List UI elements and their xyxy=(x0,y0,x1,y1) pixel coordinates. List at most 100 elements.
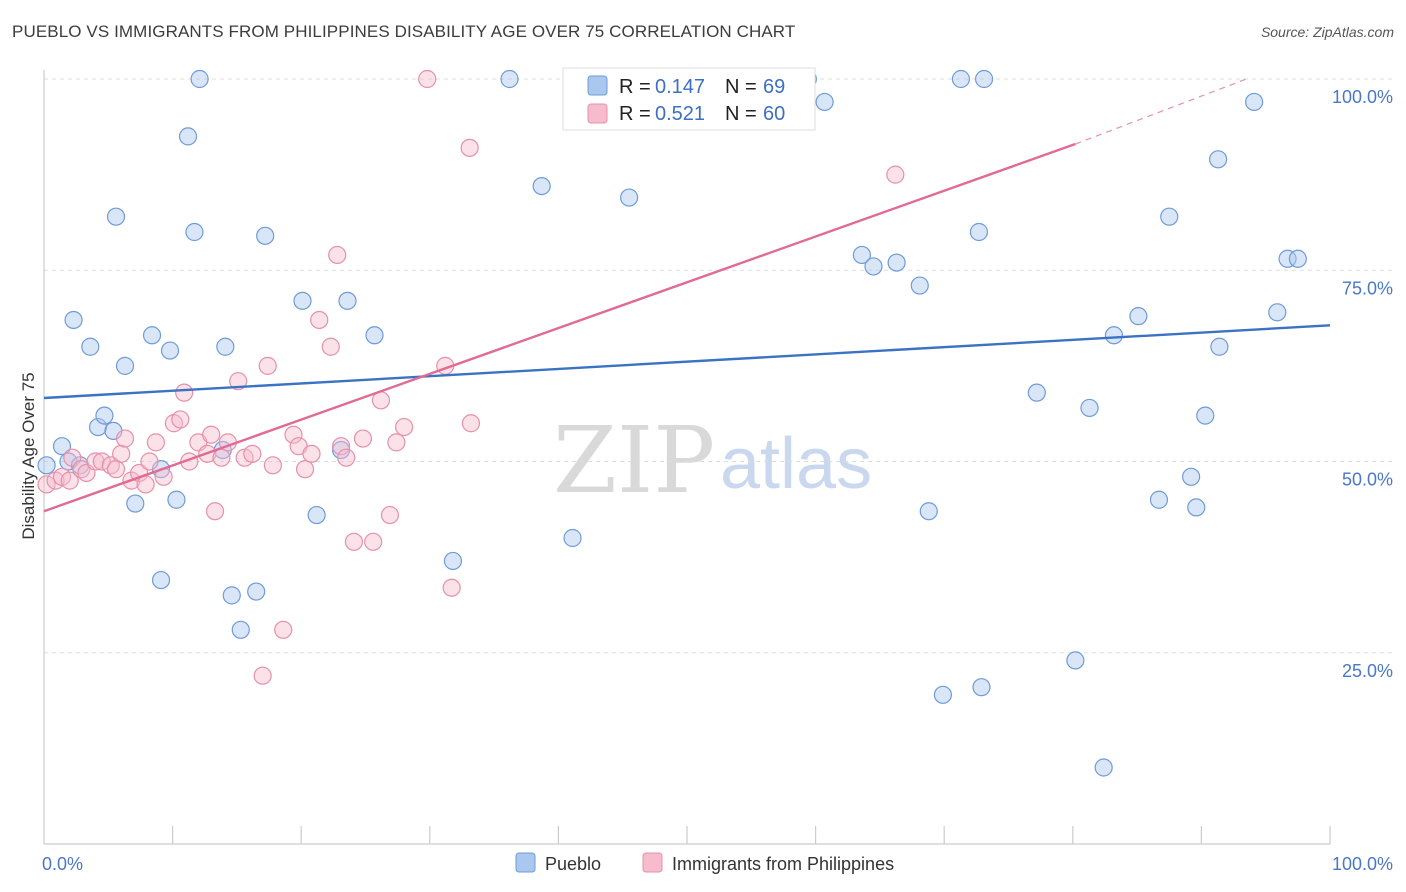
philippines-point xyxy=(274,620,293,639)
pueblo-point xyxy=(969,222,989,242)
philippines-point xyxy=(460,138,479,157)
pueblo-points xyxy=(37,69,1307,777)
pueblo-point xyxy=(142,326,162,345)
philippines-point xyxy=(202,425,221,444)
philippines-point xyxy=(243,444,262,463)
pueblo-point xyxy=(974,69,994,89)
philippines-point xyxy=(37,475,56,494)
pueblo-point xyxy=(307,505,326,525)
philippines-point xyxy=(331,437,351,456)
philippines-point xyxy=(886,165,905,184)
pueblo-point xyxy=(443,551,463,571)
pueblo-point xyxy=(1182,467,1201,486)
watermark-atlas: atlas xyxy=(720,424,872,504)
source-label: Source: ZipAtlas.com xyxy=(1260,24,1394,40)
pueblo-point xyxy=(1027,383,1046,402)
pueblo-point xyxy=(852,245,871,265)
legend-r-value-pueblo: 0.147 xyxy=(655,76,705,98)
philippines-point xyxy=(310,310,329,330)
philippines-point xyxy=(295,460,315,479)
pueblo-point xyxy=(222,586,241,605)
x-tick-label-max: 100.0% xyxy=(1332,854,1393,874)
pueblo-point xyxy=(1149,490,1169,509)
legend-r-label-philippines: R = xyxy=(619,103,651,125)
philippines-point xyxy=(136,475,155,494)
pueblo-point xyxy=(95,406,114,425)
pueblo-point xyxy=(1104,326,1124,345)
legend-top: R = 0.147 N = 69 R = 0.521 N = 60 xyxy=(562,67,816,131)
pueblo-point xyxy=(126,494,145,513)
pueblo-point xyxy=(1196,406,1215,425)
legend-n-label-pueblo: N = xyxy=(725,76,757,98)
philippines-trend-line xyxy=(43,142,1076,513)
pueblo-point xyxy=(231,620,250,639)
pueblo-trend-line xyxy=(43,324,1331,400)
legend-n-value-philippines: 60 xyxy=(763,103,785,125)
gridlines xyxy=(44,78,1393,654)
pueblo-point xyxy=(1210,337,1229,356)
philippines-point xyxy=(205,502,225,521)
pueblo-point xyxy=(1187,498,1206,517)
philippines-point xyxy=(263,456,283,475)
legend-n-label-philippines: N = xyxy=(725,103,757,125)
philippines-point xyxy=(175,383,194,402)
pueblo-point xyxy=(1160,207,1179,226)
pueblo-point xyxy=(1094,758,1113,777)
pueblo-point xyxy=(910,276,929,295)
legend-r-value-philippines: 0.521 xyxy=(655,103,705,125)
philippines-point xyxy=(212,448,231,467)
pueblo-point xyxy=(933,685,953,704)
philippines-point xyxy=(112,444,131,463)
pueblo-point xyxy=(1129,307,1148,326)
y-tick-labels: 25.0% 50.0% 75.0% 100.0% xyxy=(1332,87,1393,681)
pueblo-point xyxy=(532,177,551,196)
legend-bottom: Pueblo Immigrants from Philippines xyxy=(515,852,894,874)
pueblo-point xyxy=(167,490,186,509)
pueblo-point xyxy=(178,127,198,146)
philippines-point xyxy=(380,505,400,525)
bottom-legend-label-pueblo: Pueblo xyxy=(545,854,601,874)
chart-title: PUEBLO VS IMMIGRANTS FROM PHILIPPINES DI… xyxy=(12,22,796,41)
philippines-point xyxy=(442,578,461,597)
pueblo-point xyxy=(151,570,171,590)
pueblo-point xyxy=(338,291,357,310)
philippines-point xyxy=(115,429,135,448)
pueblo-point xyxy=(185,222,204,242)
pueblo-point xyxy=(256,226,275,245)
philippines-point xyxy=(130,463,149,483)
x-tick-label-min: 0.0% xyxy=(42,854,83,874)
philippines-point xyxy=(344,532,364,551)
pueblo-point xyxy=(972,678,991,697)
philippines-point xyxy=(302,444,321,463)
pueblo-point xyxy=(887,253,906,272)
philippines-point xyxy=(92,452,111,471)
pueblo-point xyxy=(115,356,135,375)
pueblo-point xyxy=(1080,398,1099,418)
philippines-point xyxy=(353,429,373,448)
pueblo-point xyxy=(864,257,883,276)
philippines-points xyxy=(37,69,905,685)
pueblo-point xyxy=(52,437,72,456)
legend-swatch-pueblo xyxy=(587,75,608,96)
pueblo-point xyxy=(81,337,100,356)
philippines-point xyxy=(253,666,272,685)
pueblo-point xyxy=(1278,249,1297,268)
philippines-point xyxy=(387,433,406,452)
legend-r-label-pueblo: R = xyxy=(619,76,651,98)
pueblo-point xyxy=(1209,150,1228,169)
philippines-point xyxy=(321,337,340,356)
bottom-legend-label-philippines: Immigrants from Philippines xyxy=(672,854,894,874)
trend-lines xyxy=(43,78,1331,513)
philippines-point xyxy=(86,452,105,471)
pueblo-point xyxy=(190,69,209,89)
pueblo-point xyxy=(563,528,582,548)
pueblo-point xyxy=(365,326,384,345)
pueblo-point xyxy=(620,188,639,207)
pueblo-point xyxy=(160,341,180,360)
pueblo-point xyxy=(1268,303,1287,322)
pueblo-point xyxy=(106,207,126,226)
legend-n-value-pueblo: 69 xyxy=(763,76,785,98)
y-tick-label: 50.0% xyxy=(1342,470,1393,490)
pueblo-point xyxy=(216,337,235,356)
philippines-point xyxy=(60,471,79,490)
